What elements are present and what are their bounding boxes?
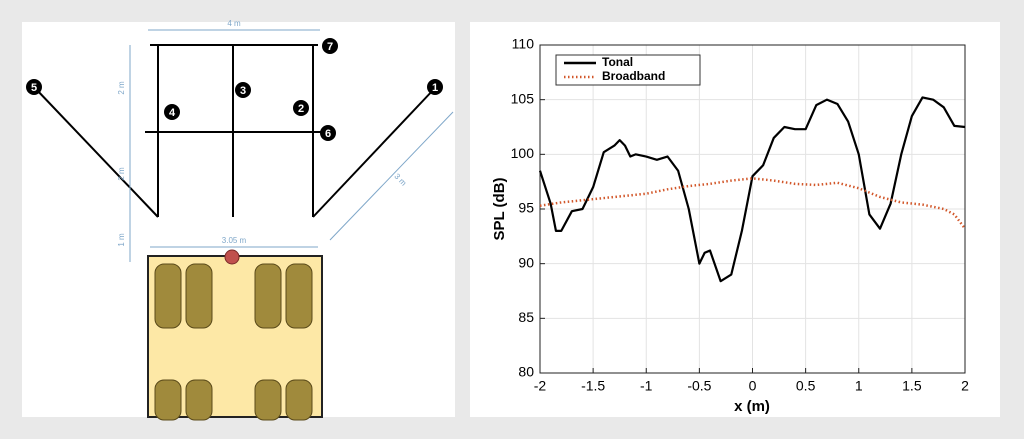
dimension-line [329, 111, 454, 241]
tire [285, 379, 313, 421]
y-axis-label: SPL (dB) [491, 177, 508, 240]
chart-panel [470, 22, 1000, 417]
node: 6 [320, 125, 336, 141]
tire [254, 263, 282, 329]
x-tick-label: 0 [749, 378, 757, 394]
node: 2 [293, 100, 309, 116]
dimension-label: 2 m [117, 167, 126, 181]
dimension-label: 2 m [117, 81, 126, 95]
y-tick-label: 110 [512, 36, 535, 52]
legend-box [555, 54, 701, 86]
x-axis-label: x (m) [734, 398, 770, 415]
y-tick-label: 95 [518, 200, 534, 216]
legend-label: Broadband [602, 69, 665, 83]
dimension-label: 1 m [117, 233, 126, 247]
y-tick-label: 85 [518, 309, 534, 325]
node-label: 4 [169, 107, 176, 119]
node-circle [235, 82, 251, 98]
tire [185, 379, 213, 421]
vehicle [147, 249, 323, 421]
node-circle [164, 104, 180, 120]
node-label: 3 [240, 85, 246, 97]
node: 5 [26, 79, 42, 95]
frame [34, 44, 436, 218]
node-circle [427, 79, 443, 95]
node: 7 [322, 38, 338, 54]
dimension-label: 3.05 m [222, 236, 247, 245]
tire [154, 263, 182, 329]
node-label: 6 [325, 128, 331, 140]
series-line [539, 177, 967, 230]
y-tick-label: 90 [518, 254, 534, 270]
node-label: 2 [298, 103, 304, 115]
node: 1 [427, 79, 443, 95]
x-tick-label: -2 [534, 378, 547, 394]
x-tick-label: 0.5 [796, 378, 816, 394]
series-line [538, 96, 966, 283]
node-circle [322, 38, 338, 54]
tire [154, 379, 182, 421]
tire [254, 379, 282, 421]
x-tick-label: 1 [855, 378, 863, 394]
y-tick-label: 105 [511, 90, 535, 106]
plot-frame [539, 44, 966, 374]
x-tick-label: -1.5 [581, 378, 605, 394]
node-label: 7 [327, 41, 333, 53]
legend-label: Tonal [602, 55, 633, 69]
tire [285, 263, 313, 329]
x-tick-label: 2 [961, 378, 969, 394]
frame-line [34, 87, 159, 218]
x-tick-label: -1 [640, 378, 653, 394]
y-tick-label: 100 [511, 145, 535, 161]
x-tick-label: 1.5 [902, 378, 922, 394]
node-circle [293, 100, 309, 116]
dimensions: 4 m 2 m 2 m 1 m 3.05 m 3 m [117, 19, 454, 262]
node-label: 5 [31, 82, 37, 94]
dimension-label: 4 m [227, 19, 241, 28]
node: 4 [164, 104, 180, 120]
tire [185, 263, 213, 329]
node-circle [320, 125, 336, 141]
x-tick-label: -0.5 [687, 378, 711, 394]
frame-line [312, 87, 436, 218]
y-tick-label: 80 [518, 364, 534, 380]
node-label: 1 [432, 82, 438, 94]
node-circle [26, 79, 42, 95]
diagram: 4 m 2 m 2 m 1 m 3.05 m 3 m 1 2 3 4 5 6 [22, 19, 455, 421]
source-point [224, 249, 240, 265]
node: 3 [235, 82, 251, 98]
